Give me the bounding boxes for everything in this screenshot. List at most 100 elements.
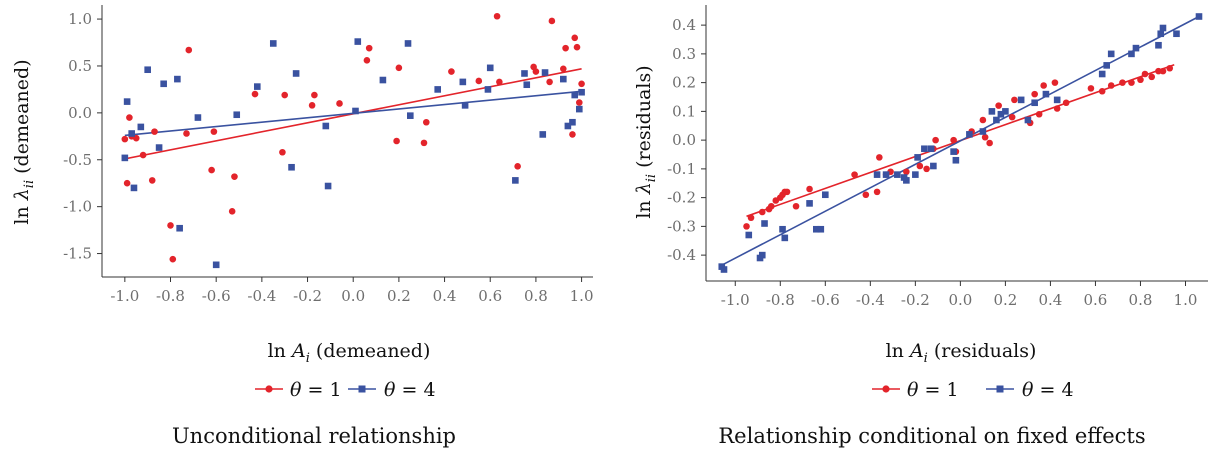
left-point-theta1	[281, 91, 288, 99]
right-point-theta1	[1011, 96, 1018, 104]
left-chart: -1.0 -0.8 -0.6 -0.4 -0.2 0.0 0.2 0.4 0.6 0.8 1.0 -…	[11, 5, 594, 448]
left-point-theta4	[461, 102, 469, 109]
right-point-theta4	[1157, 30, 1165, 38]
right-point-theta1	[851, 171, 858, 178]
left-point-theta1	[475, 77, 483, 85]
right-y-ticks: -0.4 -0.3 -0.2 -0.1 0.0 0.1 0.2 0.3 0.4	[667, 16, 706, 264]
left-y-tick-label: 0.0	[68, 104, 92, 122]
left-point-theta4	[128, 130, 135, 137]
right-point-theta1	[995, 102, 1002, 109]
left-point-theta1	[422, 118, 430, 126]
right-point-theta1	[1087, 85, 1095, 92]
right-point-theta4	[806, 200, 813, 207]
left-point-theta1	[121, 135, 129, 143]
right-point-theta4	[950, 148, 957, 155]
left-point-theta4	[379, 76, 387, 84]
right-point-theta4	[882, 171, 890, 178]
right-point-theta4	[997, 110, 1005, 118]
left-point-theta1	[496, 78, 503, 86]
left-point-theta1	[571, 34, 579, 42]
right-point-theta1	[981, 133, 989, 141]
left-point-theta4	[160, 80, 167, 88]
right-y-axis-title: ln λii (residuals)	[633, 65, 659, 218]
left-legend-theta1-label: θ = 1	[290, 379, 342, 401]
left-point-theta4	[484, 86, 492, 93]
right-point-theta1	[1159, 67, 1167, 75]
right-caption: Relationship conditional on fixed effect…	[718, 424, 1145, 448]
right-point-theta1	[1040, 82, 1047, 89]
left-point-theta4	[137, 123, 145, 131]
left-point-theta4	[564, 122, 572, 130]
right-point-theta4	[914, 154, 921, 161]
right-point-theta4	[993, 116, 1000, 124]
left-point-theta1	[123, 179, 131, 187]
right-point-theta4	[761, 220, 768, 227]
right-x-tick-label: 0.2	[993, 291, 1017, 309]
left-point-theta4	[174, 75, 181, 83]
left-point-theta1	[448, 68, 455, 75]
right-point-theta4	[1173, 30, 1180, 38]
right-point-theta4	[921, 145, 928, 153]
right-point-theta1	[950, 136, 957, 144]
right-x-ticks: -1.0 -0.8 -0.6 -0.4 -0.2 0.0 0.2 0.4 0.6 0.8 1.0	[721, 281, 1198, 309]
left-point-theta1	[169, 255, 177, 263]
left-point-theta1	[560, 65, 567, 73]
left-point-theta1	[208, 166, 215, 174]
left-point-theta4	[434, 86, 442, 93]
right-x-tick-label: -1.0	[721, 291, 750, 309]
right-point-theta1	[767, 202, 775, 210]
right-point-theta4	[988, 108, 996, 115]
right-y-tick-label: 0.0	[672, 131, 696, 149]
left-legend: θ = 1 θ = 4	[255, 379, 436, 401]
right-y-tick-label: 0.1	[672, 102, 696, 120]
left-point-theta4	[322, 122, 330, 130]
right-point-theta1	[1166, 64, 1174, 72]
left-point-theta1	[393, 137, 400, 145]
left-point-theta1	[183, 130, 190, 137]
right-point-theta1	[876, 154, 883, 161]
right-point-theta4	[1107, 50, 1115, 58]
left-point-theta1	[336, 100, 343, 107]
left-legend-theta4-marker	[358, 385, 366, 393]
left-point-theta4	[578, 88, 585, 96]
right-point-theta1	[1031, 90, 1038, 98]
left-point-theta1	[548, 17, 556, 25]
right-point-theta4	[927, 145, 935, 153]
right-point-theta1	[1008, 113, 1016, 121]
right-point-theta4	[979, 128, 987, 135]
right-point-theta4	[912, 171, 919, 178]
left-point-theta1	[569, 131, 576, 138]
left-point-theta1	[151, 128, 158, 135]
left-point-theta1	[395, 64, 403, 72]
left-point-theta4	[288, 163, 295, 171]
left-x-tick-label: -1.0	[110, 287, 139, 305]
left-point-theta1	[228, 208, 236, 215]
right-point-theta1	[916, 162, 924, 170]
left-legend-theta4-label: θ = 4	[384, 379, 436, 401]
right-point-theta1	[932, 136, 939, 144]
right-y-tick-label: 0.2	[672, 74, 696, 92]
left-point-theta4	[212, 261, 220, 269]
right-point-theta4	[1002, 108, 1009, 115]
left-point-theta1	[231, 173, 238, 180]
right-point-theta4	[781, 234, 789, 242]
right-y-tick-label: 0.3	[672, 45, 696, 63]
left-point-theta1	[562, 44, 569, 52]
left-x-tick-label: -0.2	[293, 287, 322, 305]
left-y-tick-label: -1.0	[63, 198, 92, 216]
left-point-theta1	[139, 151, 147, 159]
right-point-theta4	[720, 266, 728, 273]
right-x-tick-label: 1.0	[1174, 291, 1198, 309]
right-y-tick-label: -0.1	[667, 160, 696, 178]
right-point-theta4	[817, 225, 825, 233]
right-point-theta1	[1128, 79, 1135, 86]
right-point-theta4	[873, 171, 881, 178]
right-x-tick-label: -0.8	[766, 291, 795, 309]
right-y-tick-label: -0.3	[667, 217, 696, 235]
left-point-theta4	[352, 107, 359, 115]
right-legend-theta4-label: θ = 4	[1022, 379, 1074, 401]
right-point-theta4	[1159, 24, 1167, 32]
right-y-tick-label: -0.4	[667, 246, 696, 264]
left-x-tick-label: 0.4	[433, 287, 457, 305]
left-x-tick-label: 1.0	[570, 287, 594, 305]
